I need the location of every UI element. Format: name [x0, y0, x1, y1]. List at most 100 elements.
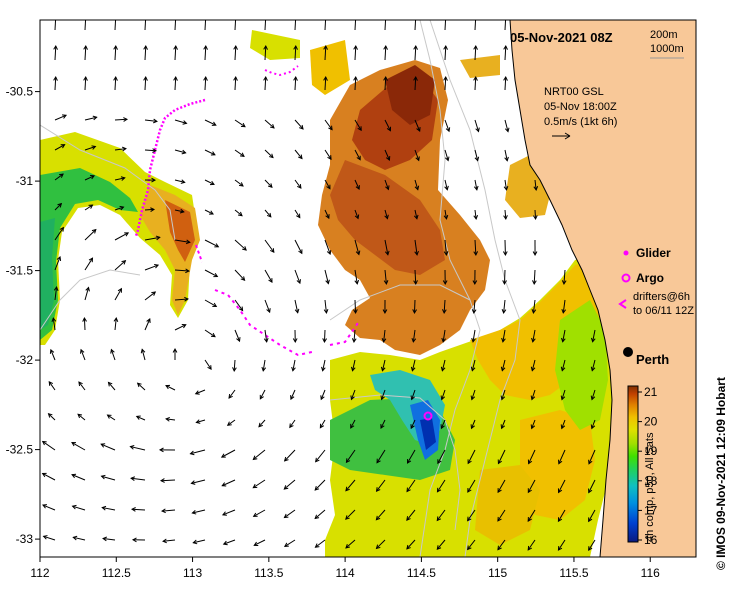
current-arrow-icon: [380, 389, 386, 401]
current-arrow-icon: [204, 179, 215, 186]
current-arrow-icon: [470, 389, 476, 401]
current-arrow-icon: [497, 539, 506, 551]
current-arrow-icon: [441, 329, 446, 343]
current-arrow-icon: [590, 389, 596, 401]
current-arrow-icon: [345, 479, 356, 492]
current-arrow-icon: [233, 75, 238, 91]
argo-float-icon: [423, 411, 433, 421]
current-arrow-icon: [588, 479, 596, 494]
current-arrow-icon: [289, 419, 296, 429]
current-arrow-icon: [406, 509, 416, 521]
current-arrow-icon: [467, 509, 476, 522]
current-arrow-icon: [324, 269, 330, 285]
current-arrow-icon: [497, 479, 506, 494]
current-arrow-icon: [527, 479, 536, 494]
current-arrow-icon: [443, 75, 448, 91]
current-arrow-icon: [413, 209, 419, 220]
current-arrow-icon: [191, 509, 206, 515]
current-arrow-icon: [413, 75, 418, 91]
current-arrow-icon: [113, 75, 118, 91]
current-arrow-icon: [440, 389, 446, 401]
current-arrow-icon: [113, 317, 119, 331]
current-arrow-icon: [354, 149, 361, 161]
current-arrow-icon: [470, 419, 476, 430]
current-arrow-icon: [467, 449, 476, 465]
current-arrow-icon: [561, 269, 567, 286]
current-arrow-icon: [444, 20, 447, 31]
current-arrow-icon: [204, 149, 216, 156]
current-arrow-icon: [324, 179, 331, 190]
current-arrow-icon: [414, 20, 417, 31]
current-arrow-icon: [204, 299, 218, 307]
current-arrow-icon: [443, 239, 449, 256]
current-arrow-icon: [106, 414, 116, 421]
current-arrow-icon: [560, 359, 566, 372]
credit-text: © IMOS 09-Nov-2021 12:09 Hobart: [714, 377, 728, 570]
current-arrow-icon: [234, 299, 244, 312]
current-arrow-icon: [532, 209, 538, 221]
x-tick-label: 115.5: [559, 566, 588, 580]
current-arrow-icon: [414, 179, 420, 191]
current-arrow-icon: [527, 449, 536, 465]
current-arrow-icon: [414, 149, 420, 162]
current-arrow-icon: [220, 449, 236, 458]
current-arrow-icon: [527, 509, 536, 522]
current-arrow-icon: [173, 75, 178, 91]
current-arrow-icon: [384, 209, 389, 220]
legend-drifters-1: drifters@6h: [633, 291, 690, 303]
current-arrow-icon: [144, 291, 157, 301]
current-arrow-icon: [174, 268, 190, 274]
x-axis: 112 112.5 113 113.5 114 114.5 115 115.5 116: [30, 557, 660, 580]
current-arrow-icon: [590, 419, 596, 430]
current-arrow-icon: [323, 299, 329, 314]
current-arrow-icon: [234, 149, 245, 157]
current-arrow-icon: [345, 539, 356, 549]
current-arrow-icon: [293, 44, 298, 61]
current-arrow-icon: [82, 316, 87, 331]
colorbar-tick-label: 17: [644, 503, 658, 517]
current-arrow-icon: [114, 232, 130, 241]
current-arrow-icon: [84, 175, 96, 181]
legend-argo: Argo: [636, 271, 664, 285]
current-arrow-icon: [130, 476, 146, 481]
current-arrow-icon: [414, 239, 419, 256]
current-arrow-icon: [71, 442, 86, 451]
current-arrow-icon: [471, 329, 476, 343]
drifter-marker-icon: [618, 299, 627, 309]
current-arrow-icon: [261, 359, 267, 372]
current-arrow-icon: [234, 20, 237, 31]
y-tick-label: -31.5: [6, 264, 34, 278]
current-arrow-icon: [557, 539, 566, 551]
current-arrow-icon: [294, 20, 297, 31]
current-arrow-icon: [264, 209, 272, 218]
current-arrow-icon: [221, 479, 236, 487]
current-arrow-icon: [324, 239, 332, 256]
current-arrow-icon: [158, 447, 176, 453]
drifter-tracks: [134, 65, 361, 357]
current-arrow-icon: [294, 239, 303, 255]
current-arrow-icon: [350, 419, 356, 429]
current-arrow-icon: [380, 419, 386, 430]
current-arrow-icon: [143, 75, 148, 91]
current-arrow-icon: [560, 389, 566, 401]
current-arrow-icon: [588, 539, 596, 552]
current-arrow-icon: [530, 359, 536, 372]
current-arrow-icon: [263, 329, 269, 343]
current-arrow-icon: [42, 504, 56, 511]
current-arrow-icon: [471, 299, 477, 314]
current-arrow-icon: [204, 239, 220, 248]
colorbar-tick-label: 20: [644, 415, 658, 429]
current-arrow-icon: [165, 384, 176, 391]
current-arrow-icon: [320, 389, 326, 401]
current-arrow-icon: [190, 479, 206, 485]
current-arrow-icon: [467, 479, 476, 493]
x-tick-label: 116: [641, 566, 660, 580]
x-tick-label: 113: [183, 566, 202, 580]
current-arrow-icon: [263, 75, 268, 91]
current-arrow-icon: [100, 443, 116, 451]
y-tick-label: -30.5: [6, 85, 34, 99]
current-arrow-icon: [252, 509, 266, 517]
current-arrow-icon: [500, 419, 506, 430]
current-arrow-icon: [47, 413, 56, 421]
current-arrow-icon: [470, 359, 476, 372]
